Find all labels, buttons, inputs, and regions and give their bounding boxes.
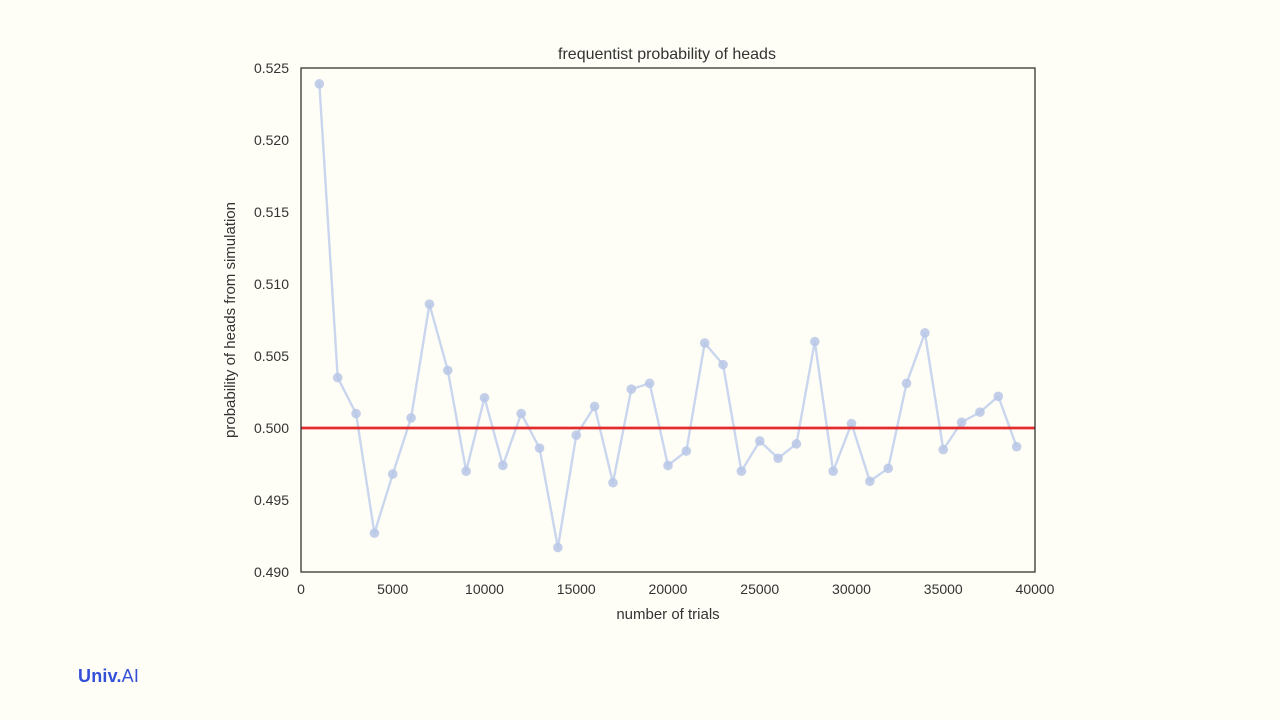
data-point [938, 444, 949, 455]
x-tick-label: 15000 [557, 581, 596, 597]
univ-ai-logo: Univ.AI [78, 666, 139, 687]
data-point [1011, 441, 1022, 452]
x-tick-label: 30000 [832, 581, 871, 597]
data-point [681, 446, 692, 456]
axes-frame [300, 67, 1036, 573]
logo-brand-text: Univ. [78, 666, 122, 686]
data-point [901, 378, 912, 389]
data-point [846, 418, 857, 429]
data-point [553, 542, 563, 553]
y-tick-label: 0.505 [254, 348, 289, 364]
data-point [699, 338, 710, 348]
data-point [608, 477, 618, 488]
data-point [332, 372, 343, 383]
data-point [736, 466, 747, 477]
x-tick-label: 0 [297, 581, 305, 597]
data-point [920, 328, 930, 338]
data-point [791, 439, 802, 449]
data-point [993, 391, 1004, 402]
data-point [534, 443, 545, 453]
data-point [498, 460, 508, 471]
data-point [883, 463, 893, 474]
data-point [369, 528, 380, 538]
data-point [516, 408, 526, 419]
data-point [754, 436, 765, 446]
data-point [314, 79, 325, 89]
y-axis: 0.490 0.495 0.500 0.505 0.510 0.515 0.520 0.525 [254, 60, 289, 580]
y-axis-label: probability of heads from simulation [222, 202, 239, 438]
x-axis-label: number of trials [616, 606, 719, 623]
y-tick-label: 0.515 [254, 204, 289, 220]
x-tick-label: 20000 [649, 581, 688, 597]
y-tick-label: 0.520 [254, 132, 289, 148]
y-tick-label: 0.500 [254, 420, 289, 436]
plot-area [301, 79, 1035, 553]
data-point [828, 466, 838, 477]
data-point [406, 413, 416, 423]
data-point [351, 408, 361, 419]
data-point [773, 453, 783, 464]
data-point [644, 378, 655, 389]
data-point [663, 460, 673, 471]
chart-title: frequentist probability of heads [558, 46, 776, 63]
y-tick-label: 0.525 [254, 60, 289, 76]
data-point [424, 299, 435, 309]
y-tick-label: 0.510 [254, 276, 289, 292]
y-tick-label: 0.490 [254, 564, 289, 580]
data-point [718, 359, 728, 370]
series-line [318, 83, 1018, 549]
data-point [626, 384, 637, 394]
x-tick-label: 40000 [1016, 581, 1055, 597]
data-point [810, 336, 820, 347]
data-point [865, 476, 875, 487]
x-tick-label: 10000 [465, 581, 504, 597]
data-point [479, 392, 490, 403]
data-point [461, 466, 471, 477]
data-point [956, 417, 967, 428]
data-point [589, 401, 600, 412]
data-point [975, 407, 985, 417]
x-tick-label: 5000 [377, 581, 408, 597]
logo-ai-text: AI [121, 666, 140, 686]
data-point [387, 469, 398, 479]
data-point [571, 430, 582, 441]
y-tick-label: 0.495 [254, 492, 289, 508]
data-point [443, 365, 453, 376]
x-axis: 0 5000 10000 15000 20000 25000 30000 35000 40000 [297, 581, 1055, 597]
x-tick-label: 25000 [740, 581, 779, 597]
x-tick-label: 35000 [924, 581, 963, 597]
